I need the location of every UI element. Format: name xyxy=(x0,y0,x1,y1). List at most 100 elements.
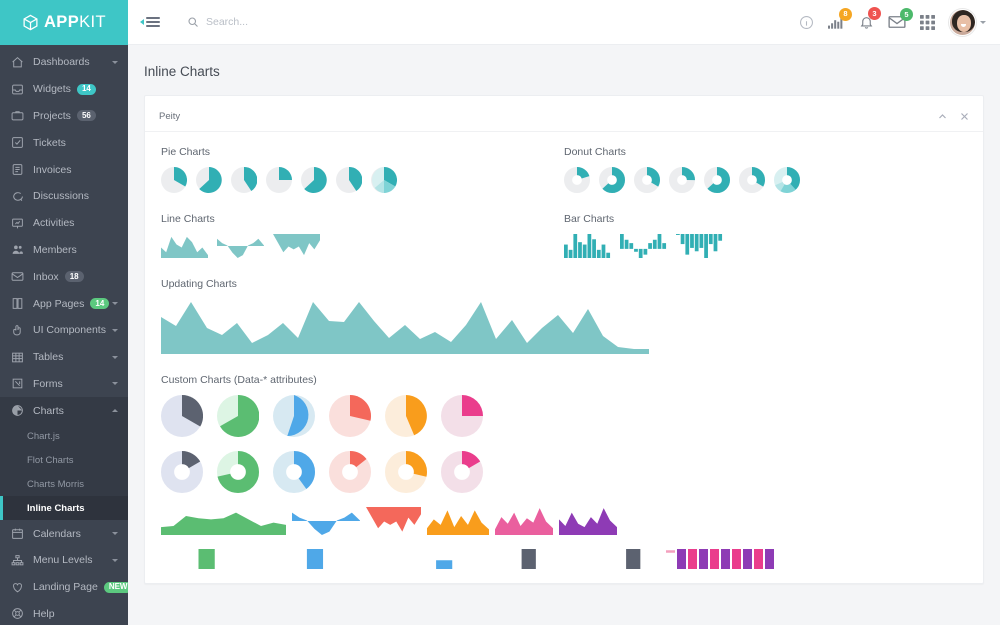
chevron-down-icon xyxy=(112,382,118,386)
chevron-up-icon[interactable] xyxy=(938,112,947,121)
donut-chart-7 xyxy=(774,167,800,193)
peity-panel: Peity Pie Charts xyxy=(144,95,984,584)
envelope-icon[interactable]: 5 xyxy=(888,8,913,29)
pie-chart-1 xyxy=(161,167,187,193)
sidebar-item-projects[interactable]: Projects 56 xyxy=(0,103,128,130)
bar-charts-label: Bar Charts xyxy=(564,213,615,225)
custom-bar-row xyxy=(161,549,967,569)
line-chart-3 xyxy=(273,234,320,256)
custom-line-3 xyxy=(366,507,421,532)
close-icon[interactable] xyxy=(960,112,969,121)
line-charts-row xyxy=(161,234,564,258)
pie-charts-row xyxy=(161,167,564,193)
brand-logo-area[interactable]: APPKIT xyxy=(0,0,128,45)
sidebar-subitem-inline-charts[interactable]: Inline Charts xyxy=(0,496,128,521)
custom-donut-4 xyxy=(329,451,371,493)
bar-chart-icon[interactable]: 8 xyxy=(828,7,852,30)
sidebar-label: Menu Levels xyxy=(33,554,93,567)
sidebar-item-calendars[interactable]: Calendars xyxy=(0,520,128,547)
main-area: 8 3 5 xyxy=(128,0,1000,625)
chevron-down-icon xyxy=(980,20,986,24)
file-text-icon xyxy=(10,162,25,177)
updating-charts-block: Updating Charts xyxy=(161,278,967,354)
custom-donut-1 xyxy=(161,451,203,493)
custom-donut-5 xyxy=(385,451,427,493)
search-area[interactable] xyxy=(187,16,406,28)
sitemap-icon xyxy=(10,553,25,568)
sidebar-label: Projects xyxy=(33,109,71,122)
sidebar-item-landing-page[interactable]: Landing Page NEW xyxy=(0,574,128,601)
pie-chart-6 xyxy=(336,167,362,193)
sidebar-item-forms[interactable]: Forms xyxy=(0,371,128,398)
page-title: Inline Charts xyxy=(144,64,220,79)
charts-submenu: Chart.js Flot Charts Charts Morris Inlin… xyxy=(0,424,128,521)
sidebar-badge: 14 xyxy=(76,83,96,95)
sidebar-item-ui-components[interactable]: UI Components xyxy=(0,317,128,344)
sidebar-label: Activities xyxy=(33,217,75,230)
sidebar-item-dashboards[interactable]: Dashboards xyxy=(0,49,128,76)
home-icon xyxy=(10,55,25,70)
donut-charts-label: Donut Charts xyxy=(564,146,626,158)
sidebar-label: Discussions xyxy=(33,190,90,203)
sidebar-item-menu-levels[interactable]: Menu Levels xyxy=(0,547,128,574)
sidebar-badge: 18 xyxy=(64,271,84,283)
bar-chart-badge: 8 xyxy=(839,7,852,21)
users-icon xyxy=(10,242,25,257)
avatar[interactable] xyxy=(949,8,986,36)
custom-pie-6 xyxy=(441,395,483,437)
custom-line-4 xyxy=(427,510,489,535)
custom-pie-1 xyxy=(161,395,203,437)
pie-chart-3 xyxy=(231,167,257,193)
sidebar-item-discussions[interactable]: Discussions xyxy=(0,183,128,210)
sidebar-item-invoices[interactable]: Invoices xyxy=(0,156,128,183)
bell-badge: 3 xyxy=(868,7,881,20)
sidebar-item-tables[interactable]: Tables xyxy=(0,344,128,371)
sidebar-item-help[interactable]: Help xyxy=(0,601,128,625)
sidebar-subitem-charts-morris[interactable]: Charts Morris xyxy=(27,478,85,490)
search-input[interactable] xyxy=(206,16,406,28)
panel-body: Pie Charts xyxy=(145,132,983,569)
brand-name: APP xyxy=(43,13,80,31)
sidebar-label: Invoices xyxy=(33,163,72,176)
custom-donut-6 xyxy=(441,451,483,493)
custom-charts-block: Custom Charts (Data-* attributes) xyxy=(161,374,967,569)
pie-charts-block: Pie Charts xyxy=(161,146,564,193)
sidebar-label: Dashboards xyxy=(33,56,90,69)
custom-line-row xyxy=(161,507,967,535)
apps-grid-icon[interactable] xyxy=(920,14,935,30)
sidebar-item-tickets[interactable]: Tickets xyxy=(0,129,128,156)
custom-pie-2 xyxy=(217,395,259,437)
hamburger-icon[interactable] xyxy=(140,16,160,28)
bell-icon[interactable]: 3 xyxy=(859,7,881,30)
custom-bar-6 xyxy=(666,549,774,569)
sidebar-item-app-pages[interactable]: App Pages 14 xyxy=(0,290,128,317)
sidebar-item-widgets[interactable]: Widgets 14 xyxy=(0,76,128,103)
book-icon xyxy=(10,296,25,311)
custom-line-5 xyxy=(495,508,553,535)
sidebar-item-activities[interactable]: Activities xyxy=(0,210,128,237)
sidebar-item-charts[interactable]: Charts xyxy=(0,397,128,425)
sidebar-label: UI Components xyxy=(33,324,106,337)
envelope-badge: 5 xyxy=(900,8,913,21)
line-chart-2 xyxy=(217,238,264,258)
check-square-icon xyxy=(10,135,25,150)
custom-line-1 xyxy=(161,512,286,535)
donut-chart-5 xyxy=(704,167,730,193)
sidebar-subitem-flot-charts[interactable]: Flot Charts xyxy=(27,454,74,466)
updating-area-chart xyxy=(161,302,649,354)
panel-header: Peity xyxy=(145,102,983,132)
sidebar-label: Tables xyxy=(33,351,64,364)
chevron-down-icon xyxy=(112,328,118,332)
sidebar-item-members[interactable]: Members xyxy=(0,237,128,264)
custom-line-6 xyxy=(559,508,617,535)
sidebar-subitem-chartjs[interactable]: Chart.js xyxy=(27,430,60,442)
pen-square-icon xyxy=(10,376,25,391)
custom-bar-1 xyxy=(198,549,215,569)
sidebar-item-inbox[interactable]: Inbox 18 xyxy=(0,263,128,290)
sidebar-label: Widgets xyxy=(33,83,71,96)
sidebar-label: Help xyxy=(33,607,55,620)
sidebar-badge: 14 xyxy=(90,298,110,310)
info-icon[interactable] xyxy=(799,15,814,30)
pie-donut-row: Pie Charts xyxy=(161,146,967,193)
bar-charts-row xyxy=(564,234,967,258)
